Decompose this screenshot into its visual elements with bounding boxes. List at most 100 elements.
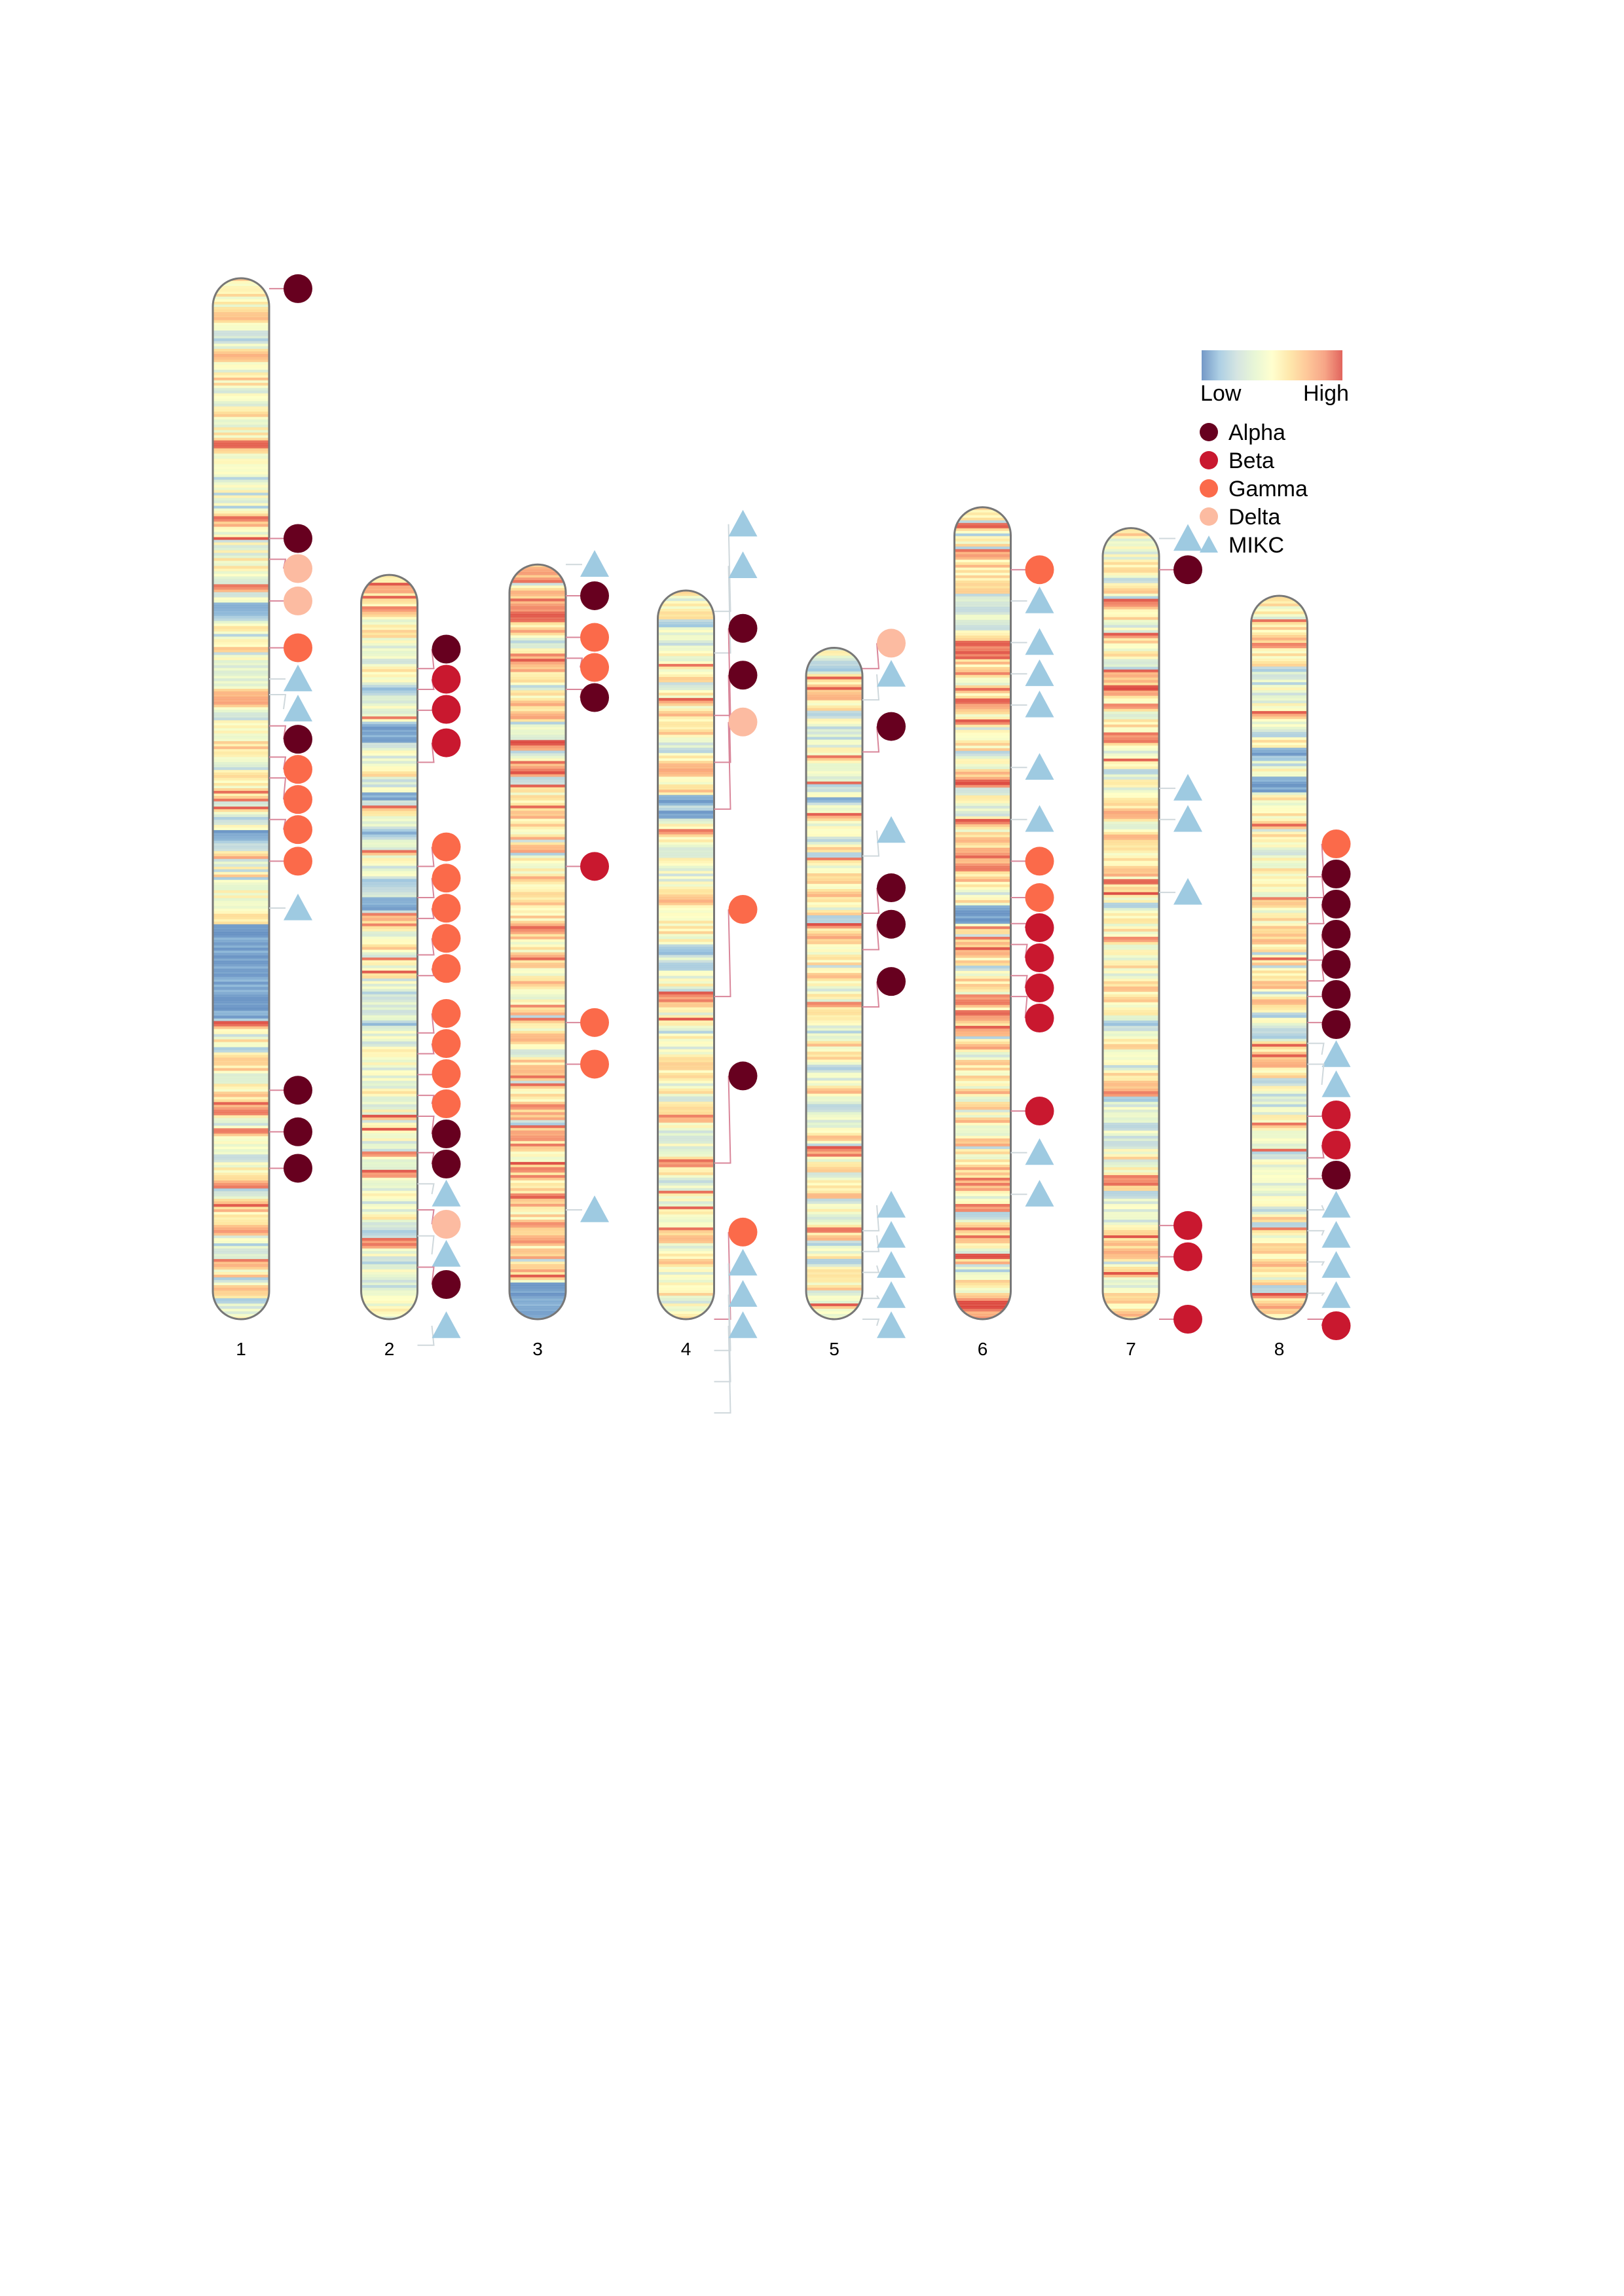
heat-stripe xyxy=(1251,1010,1308,1013)
alpha-marker xyxy=(877,909,906,939)
chromosome-8: 8 xyxy=(1250,594,1351,1359)
heat-stripe xyxy=(806,1219,862,1223)
heat-stripe xyxy=(213,288,269,292)
heat-stripe xyxy=(1251,629,1308,633)
heat-stripe xyxy=(806,1237,862,1241)
heat-stripe xyxy=(806,1164,862,1168)
heat-stripe xyxy=(657,847,714,850)
heat-stripe xyxy=(806,1075,862,1079)
heat-stripe xyxy=(657,897,714,901)
heat-stripe xyxy=(361,1054,418,1058)
heat-stripe xyxy=(657,907,714,911)
heat-stripe xyxy=(213,1112,269,1116)
heat-stripe xyxy=(806,815,862,819)
heat-stripe xyxy=(806,729,862,733)
heat-stripe xyxy=(213,1149,269,1152)
heat-stripe xyxy=(1103,1127,1159,1131)
heat-stripe xyxy=(954,1025,1011,1029)
heat-stripe xyxy=(954,866,1011,869)
heat-stripe xyxy=(1103,955,1159,958)
heat-stripe xyxy=(806,968,862,971)
heat-stripe xyxy=(1103,1017,1159,1021)
heat-stripe xyxy=(806,928,862,932)
heat-stripe xyxy=(657,905,714,909)
heat-stripe xyxy=(657,1078,714,1082)
heat-stripe xyxy=(806,1232,862,1236)
heat-stripe xyxy=(1251,701,1308,704)
heat-stripe xyxy=(806,650,862,654)
heat-stripe xyxy=(954,975,1011,979)
heat-stripe xyxy=(1103,1120,1159,1123)
heat-stripe xyxy=(361,1154,418,1157)
heat-stripe xyxy=(361,693,418,696)
heat-stripe xyxy=(1103,669,1159,673)
heat-stripe xyxy=(806,820,862,824)
heat-stripe xyxy=(213,555,269,559)
heat-stripe xyxy=(213,694,269,697)
heat-stripe xyxy=(1103,907,1159,911)
heat-stripe xyxy=(213,837,269,841)
heat-stripe xyxy=(213,445,269,449)
heat-stripe xyxy=(1103,632,1159,636)
heat-stripe xyxy=(213,911,269,915)
heat-stripe xyxy=(1251,1072,1308,1076)
heat-stripe xyxy=(657,1036,714,1040)
heat-stripe xyxy=(657,1130,714,1134)
heat-stripe xyxy=(806,1308,862,1312)
heat-stripe xyxy=(954,748,1011,752)
heat-stripe xyxy=(954,680,1011,683)
heat-stripe xyxy=(509,1235,566,1239)
heat-stripe xyxy=(806,1002,862,1005)
heat-stripe xyxy=(213,710,269,713)
heat-stripe xyxy=(806,810,862,814)
heat-stripe xyxy=(657,664,714,667)
heat-stripe xyxy=(657,601,714,604)
heat-stripe xyxy=(1251,952,1308,956)
heat-stripe xyxy=(509,934,566,938)
heat-stripe xyxy=(509,973,566,977)
heat-stripe xyxy=(213,858,269,862)
heat-stripe xyxy=(509,1227,566,1231)
heat-stripe xyxy=(806,1222,862,1226)
heat-stripe xyxy=(806,679,862,683)
heat-stripe xyxy=(1103,1214,1159,1218)
heat-stripe xyxy=(657,706,714,709)
heat-stripe xyxy=(1251,894,1308,898)
heat-stripe xyxy=(213,610,269,613)
connector-line xyxy=(714,909,731,998)
heat-stripe xyxy=(954,1195,1011,1199)
heat-stripe xyxy=(509,1180,566,1184)
heat-stripe xyxy=(954,1190,1011,1194)
heat-stripe xyxy=(954,947,1011,951)
connector-line xyxy=(1307,1114,1326,1117)
heat-stripe xyxy=(1251,1271,1308,1275)
heat-stripe xyxy=(509,1012,566,1016)
heat-stripe xyxy=(657,1101,714,1105)
heat-stripe xyxy=(213,1238,269,1241)
heat-stripe xyxy=(509,742,566,746)
heat-stripe xyxy=(509,790,566,793)
heat-stripe xyxy=(213,409,269,412)
heat-stripe xyxy=(806,941,862,945)
heat-stripe xyxy=(806,786,862,790)
heat-stripe xyxy=(213,437,269,441)
heat-stripe xyxy=(806,765,862,769)
heat-stripe xyxy=(1103,1290,1159,1294)
heat-stripe xyxy=(213,966,269,970)
heat-stripe xyxy=(657,1015,714,1019)
heat-stripe xyxy=(657,1250,714,1254)
heat-stripe xyxy=(1251,837,1308,840)
chromosome-4-gene-markers xyxy=(714,509,758,1414)
heat-stripe xyxy=(657,805,714,809)
heat-stripe xyxy=(509,1010,566,1013)
heat-stripe xyxy=(1251,659,1308,662)
mikc-marker xyxy=(1173,878,1202,905)
heat-stripe xyxy=(806,947,862,950)
heat-stripe xyxy=(361,1033,418,1037)
heat-stripe xyxy=(1251,779,1308,782)
heat-stripe xyxy=(1103,583,1159,587)
heat-stripe xyxy=(213,720,269,723)
chromosome-label: 2 xyxy=(384,1339,395,1359)
heat-stripe xyxy=(806,1133,862,1137)
